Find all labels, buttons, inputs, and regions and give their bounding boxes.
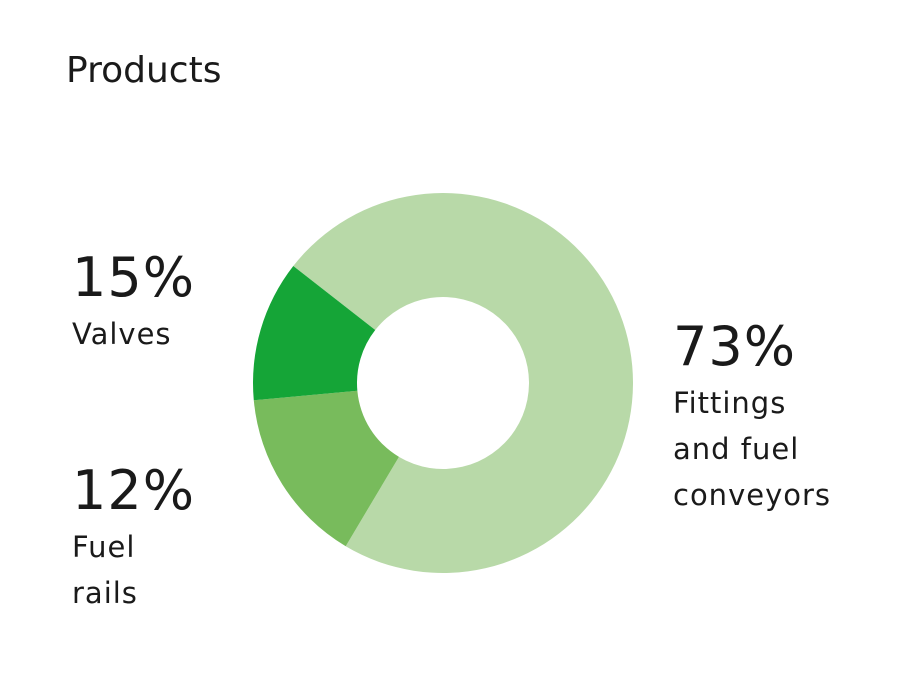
slice-fuel-rails [253, 266, 376, 401]
slice-name-label: Fuel rails [72, 530, 138, 610]
slice-fittings-and-fuel-conveyors [293, 193, 633, 573]
slice-label-fittings: 73% Fittings and fuel conveyors [673, 314, 831, 518]
slice-value-label: 73% [673, 315, 797, 378]
slice-label-valves: 15% Valves [72, 245, 195, 357]
slice-value-label: 15% [72, 246, 196, 309]
slice-value-label: 12% [72, 459, 196, 522]
slice-label-fuel-rails: 12% Fuel rails [72, 458, 195, 616]
slice-name-label: Valves [72, 317, 172, 351]
chart-title: Products [66, 50, 222, 91]
slice-valves [253, 390, 399, 547]
slice-name-label: Fittings and fuel conveyors [673, 386, 832, 512]
